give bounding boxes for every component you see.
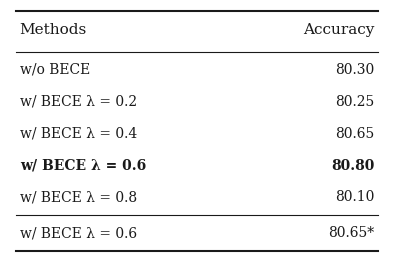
Text: w/ BECE λ = 0.2: w/ BECE λ = 0.2 xyxy=(20,95,137,109)
Text: 80.30: 80.30 xyxy=(335,63,374,77)
Text: 80.65*: 80.65* xyxy=(328,226,374,240)
Text: 80.65: 80.65 xyxy=(335,127,374,141)
Text: 80.80: 80.80 xyxy=(331,158,374,173)
Text: w/ BECE λ = 0.6: w/ BECE λ = 0.6 xyxy=(20,226,137,240)
Text: w/ BECE λ = 0.8: w/ BECE λ = 0.8 xyxy=(20,190,137,204)
Text: w/o BECE: w/o BECE xyxy=(20,63,90,77)
Text: 80.25: 80.25 xyxy=(335,95,374,109)
Text: Accuracy: Accuracy xyxy=(303,23,374,37)
Text: Methods: Methods xyxy=(20,23,87,37)
Text: w/ BECE λ = 0.4: w/ BECE λ = 0.4 xyxy=(20,127,137,141)
Text: w/ BECE λ = 0.6: w/ BECE λ = 0.6 xyxy=(20,158,146,173)
Text: 80.10: 80.10 xyxy=(335,190,374,204)
